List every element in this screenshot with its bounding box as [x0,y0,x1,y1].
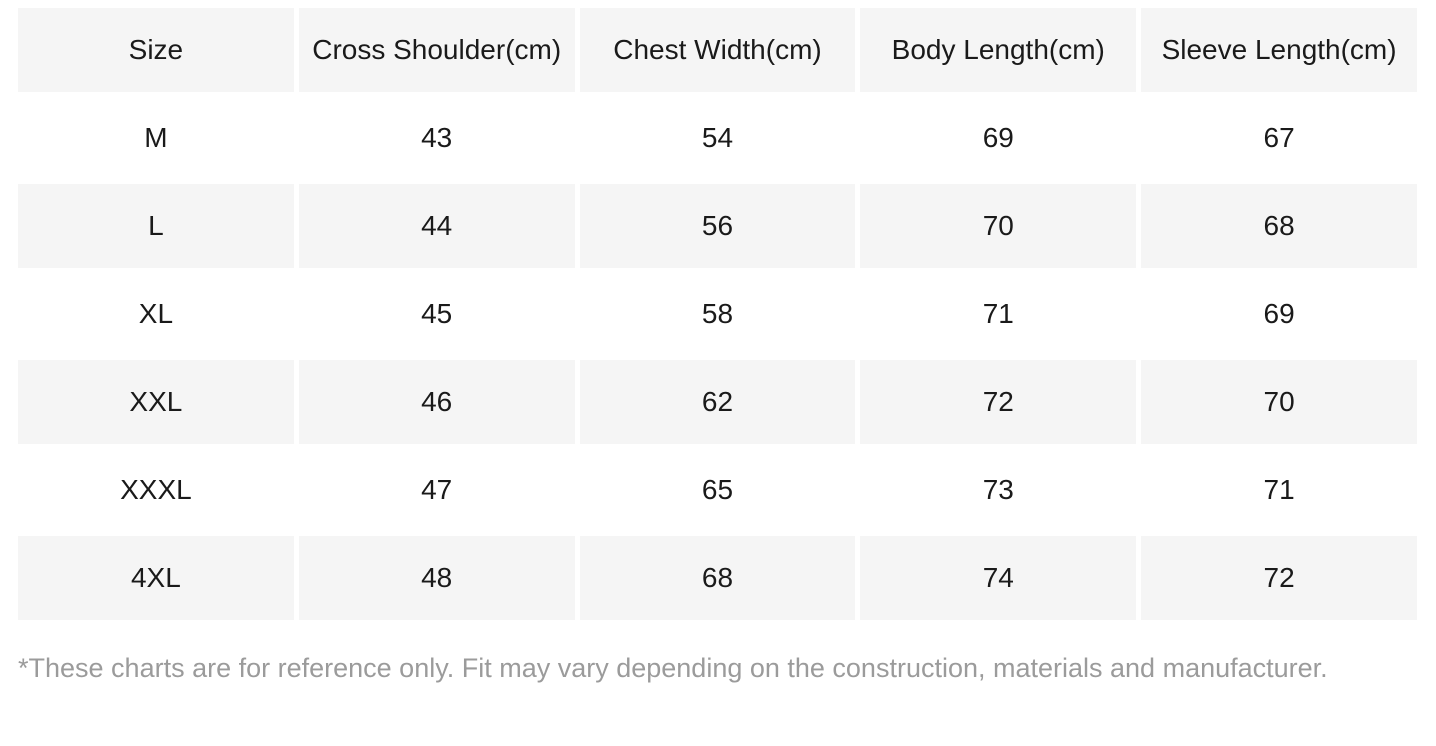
size-label-cell: XXL [18,360,294,444]
measurement-cell: 68 [1141,184,1417,268]
measurement-cell: 56 [579,184,856,268]
measurement-cell: 65 [579,448,856,532]
column-header-cross-shoulder-cm: Cross Shoulder(cm) [298,8,575,92]
measurement-cell: 72 [1141,536,1417,620]
measurement-cell: 70 [860,184,1137,268]
measurement-cell: 69 [1141,272,1417,356]
column-header-chest-width-cm: Chest Width(cm) [579,8,856,92]
measurement-cell: 62 [579,360,856,444]
column-header-sleeve-length-cm: Sleeve Length(cm) [1141,8,1417,92]
measurement-cell: 69 [860,96,1137,180]
size-label-cell: 4XL [18,536,294,620]
size-label-cell: L [18,184,294,268]
measurement-cell: 48 [298,536,575,620]
measurement-cell: 45 [298,272,575,356]
size-chart-table-wrapper: Size Cross Shoulder(cm) Chest Width(cm) Bod… [18,8,1417,620]
measurement-cell: 43 [298,96,575,180]
measurement-cell: 54 [579,96,856,180]
measurement-cell: 47 [298,448,575,532]
measurement-cell: 46 [298,360,575,444]
size-label-cell: XXXL [18,448,294,532]
column-header-body-length-cm: Body Length(cm) [860,8,1137,92]
measurement-cell: 74 [860,536,1137,620]
measurement-cell: 72 [860,360,1137,444]
disclaimer-note: *These charts are for reference only. Fi… [18,653,1328,683]
measurement-cell: 71 [1141,448,1417,532]
measurement-cell: 71 [860,272,1137,356]
measurement-cell: 58 [579,272,856,356]
measurement-cell: 70 [1141,360,1417,444]
size-label-cell: XL [18,272,294,356]
size-label-cell: M [18,96,294,180]
column-header-size: Size [18,8,294,92]
measurement-cell: 73 [860,448,1137,532]
measurement-cell: 68 [579,536,856,620]
measurement-cell: 44 [298,184,575,268]
size-chart-table: Size Cross Shoulder(cm) Chest Width(cm) Bod… [18,8,1417,620]
measurement-cell: 67 [1141,96,1417,180]
